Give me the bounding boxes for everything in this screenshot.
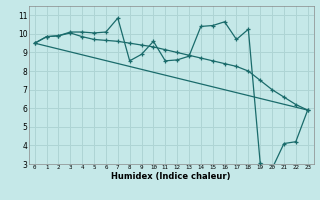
X-axis label: Humidex (Indice chaleur): Humidex (Indice chaleur) <box>111 172 231 181</box>
